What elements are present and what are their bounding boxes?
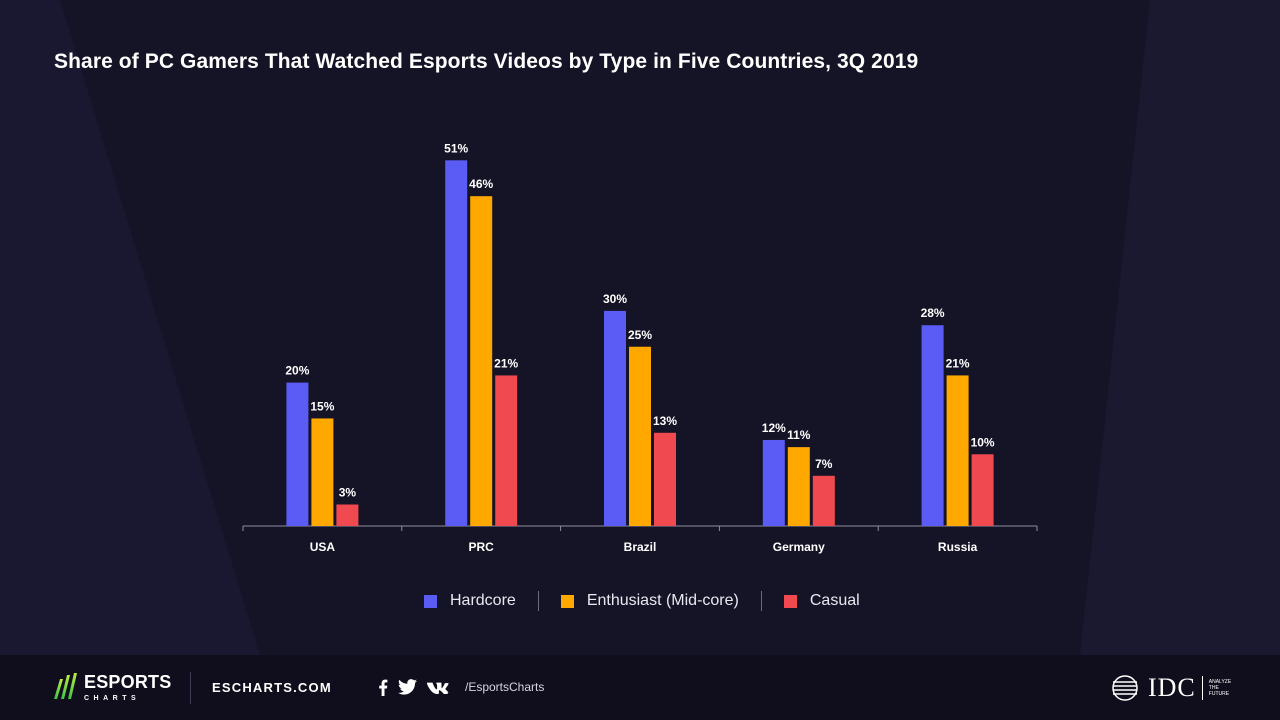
bar-casual-russia bbox=[971, 454, 994, 526]
x-tick-label: PRC bbox=[469, 540, 495, 554]
chart-legend: Hardcore Enthusiast (Mid-core) Casual bbox=[424, 590, 860, 612]
data-label: 7% bbox=[815, 457, 833, 471]
bar-chart: 20% 15% 3% USA 51% 46% 21% PRC 30% 25% 13% Brazil 12… bbox=[242, 141, 1038, 554]
bar-casual-brazil bbox=[654, 432, 676, 526]
x-tick-label: Brazil bbox=[624, 540, 657, 554]
data-label: 30% bbox=[603, 292, 627, 306]
esports-charts-logo-icon bbox=[54, 673, 77, 699]
data-label: 15% bbox=[310, 399, 334, 413]
legend-divider bbox=[537, 591, 539, 611]
data-label: 28% bbox=[921, 306, 945, 320]
footer-divider bbox=[190, 672, 191, 704]
bar-enthusiast-germany bbox=[787, 447, 810, 526]
legend-label-casual: Casual bbox=[809, 592, 860, 609]
legend-label-hardcore: Hardcore bbox=[450, 592, 516, 609]
bar-enthusiast-usa bbox=[311, 418, 334, 526]
twitter-icon[interactable] bbox=[398, 678, 417, 696]
data-label: 25% bbox=[628, 328, 652, 342]
data-label: 13% bbox=[653, 414, 677, 428]
chart-title: Share of PC Gamers That Watched Esports … bbox=[54, 50, 919, 73]
x-tick-label: Russia bbox=[938, 540, 978, 554]
bar-hardcore-usa bbox=[286, 382, 309, 526]
legend-item-hardcore: Hardcore bbox=[424, 592, 516, 610]
logo-wordmark: ESPORTS bbox=[84, 671, 172, 692]
data-label: 12% bbox=[762, 421, 786, 435]
x-tick-label: Germany bbox=[773, 540, 825, 554]
bar-casual-germany bbox=[812, 475, 835, 526]
legend-label-enthusiast: Enthusiast (Mid-core) bbox=[586, 592, 739, 609]
data-label: 11% bbox=[787, 428, 811, 442]
logo-subtitle: CHARTS bbox=[84, 694, 141, 702]
data-label: 3% bbox=[339, 485, 357, 499]
legend-divider bbox=[760, 591, 762, 611]
data-label: 20% bbox=[285, 364, 309, 378]
esports-charts-logo[interactable]: ESPORTS CHARTS bbox=[52, 671, 171, 703]
bar-hardcore-prc bbox=[445, 160, 468, 526]
bar-casual-usa bbox=[336, 504, 359, 526]
legend-swatch-casual bbox=[783, 594, 797, 608]
data-label: 21% bbox=[946, 356, 970, 370]
idc-logo: IDC ANALYZE THE FUTURE bbox=[1108, 673, 1237, 703]
footer: ESPORTS CHARTS ESCHARTS.COM /EsportsChar… bbox=[0, 655, 1280, 720]
data-label: 46% bbox=[469, 177, 493, 191]
bar-casual-prc bbox=[495, 375, 518, 526]
facebook-icon[interactable] bbox=[378, 678, 388, 696]
legend-item-casual: Casual bbox=[783, 592, 860, 610]
bar-hardcore-germany bbox=[762, 439, 785, 526]
bar-enthusiast-brazil bbox=[629, 346, 651, 526]
vk-icon[interactable] bbox=[427, 678, 449, 696]
legend-swatch-hardcore bbox=[424, 594, 437, 608]
idc-wordmark: IDC bbox=[1148, 673, 1196, 702]
globe-icon bbox=[1112, 675, 1138, 701]
idc-divider bbox=[1201, 676, 1203, 700]
data-label: 10% bbox=[971, 435, 995, 449]
data-label: 21% bbox=[494, 356, 518, 370]
data-label: 51% bbox=[444, 141, 468, 155]
legend-swatch-enthusiast bbox=[560, 594, 574, 608]
idc-tagline: ANALYZE THE FUTURE bbox=[1208, 679, 1232, 697]
legend-item-enthusiast: Enthusiast (Mid-core) bbox=[560, 592, 739, 610]
site-link[interactable]: ESCHARTS.COM bbox=[212, 680, 332, 695]
x-tick-label: USA bbox=[310, 540, 336, 554]
bar-hardcore-brazil bbox=[604, 310, 626, 526]
social-handle[interactable]: /EsportsCharts bbox=[465, 680, 545, 694]
bar-enthusiast-russia bbox=[946, 375, 969, 526]
bar-hardcore-russia bbox=[921, 325, 944, 526]
social-links: /EsportsCharts bbox=[378, 678, 544, 696]
bar-enthusiast-prc bbox=[470, 196, 493, 526]
